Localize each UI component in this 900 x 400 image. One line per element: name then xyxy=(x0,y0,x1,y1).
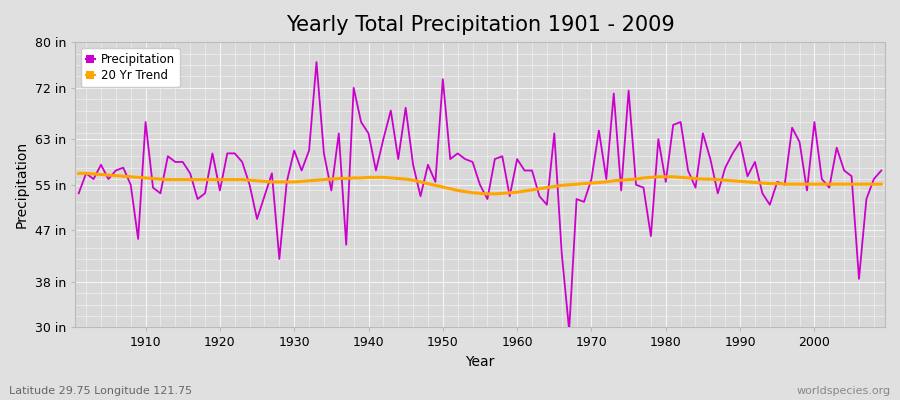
Text: Latitude 29.75 Longitude 121.75: Latitude 29.75 Longitude 121.75 xyxy=(9,386,192,396)
Title: Yearly Total Precipitation 1901 - 2009: Yearly Total Precipitation 1901 - 2009 xyxy=(285,15,674,35)
X-axis label: Year: Year xyxy=(465,355,495,369)
Text: worldspecies.org: worldspecies.org xyxy=(796,386,891,396)
Y-axis label: Precipitation: Precipitation xyxy=(15,141,29,228)
Legend: Precipitation, 20 Yr Trend: Precipitation, 20 Yr Trend xyxy=(81,48,180,87)
